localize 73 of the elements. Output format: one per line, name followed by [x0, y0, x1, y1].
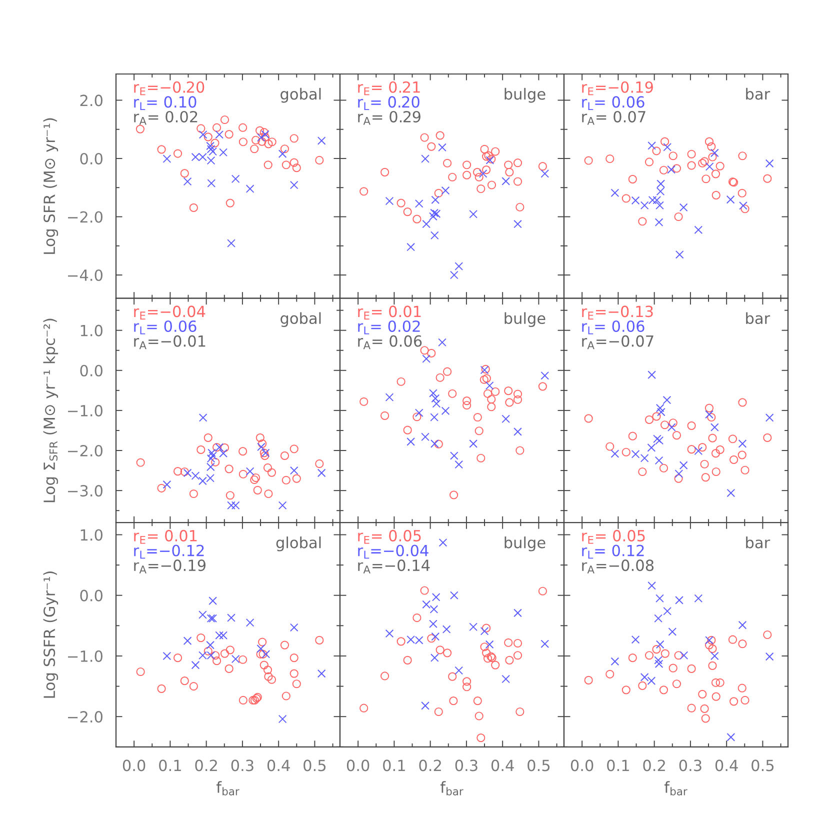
annotation: r$_{L}$= 0.20 — [358, 96, 420, 110]
y-tick-label: 0.0 — [80, 152, 102, 164]
annotation: r$_{L}$= 0.06 — [582, 96, 644, 110]
y-axis-title: Log SFR (M⊙ yr⁻¹) — [43, 118, 58, 254]
x-tick-label: 0.5 — [304, 760, 326, 772]
x-tick-label: 0.3 — [231, 760, 254, 772]
annotation: r$_{L}$=−0.04 — [358, 544, 428, 559]
annotation: r$_{L}$= 0.10 — [134, 96, 196, 110]
annotation: r$_{A}$=−0.19 — [134, 560, 206, 574]
annotation: r$_{E}$= 0.21 — [358, 81, 420, 96]
annotation: r$_{L}$=−0.12 — [134, 544, 204, 559]
y-tick-label: 0.0 — [80, 364, 102, 376]
annotation: r$_{A}$= 0.07 — [582, 110, 646, 125]
annotation: r$_{A}$=−0.08 — [582, 560, 654, 574]
x-tick-label: 0.2 — [643, 760, 665, 772]
y-tick-label: −2.0 — [68, 444, 102, 457]
annotation: r$_{A}$=−0.14 — [358, 560, 430, 574]
text: bar — [746, 536, 770, 548]
x-tick-label: 0.4 — [715, 760, 738, 772]
x-tick-label: 0.1 — [607, 760, 629, 772]
annotation: r$_{L}$= 0.12 — [582, 544, 644, 559]
y-tick-label: −2.0 — [68, 211, 102, 223]
x-axis-title: f$_{bar}$ — [664, 781, 688, 796]
y-tick-label: 2.0 — [80, 94, 102, 106]
x-axis-title: f$_{bar}$ — [440, 781, 464, 796]
annotation: r$_{L}$= 0.02 — [358, 320, 420, 334]
x-tick-label: 0.2 — [419, 760, 441, 772]
annotation: r$_{A}$= 0.02 — [134, 110, 198, 125]
x-tick-label: 0.4 — [491, 760, 514, 772]
annotation: r$_{E}$=−0.20 — [134, 81, 204, 96]
y-axis-title: Log Σ$_{SFR}$ (M⊙ yr⁻¹ kpc⁻²) — [43, 318, 58, 502]
x-tick-label: 0.4 — [267, 760, 290, 772]
annotation: r$_{E}$= 0.05 — [358, 530, 421, 544]
y-tick-label: −1.0 — [68, 404, 102, 416]
annotation: r$_{A}$= 0.06 — [358, 335, 422, 350]
annotation: r$_{E}$= 0.01 — [134, 530, 197, 544]
x-tick-label: 0.5 — [528, 760, 550, 772]
x-axis-title: f$_{bar}$ — [216, 781, 240, 796]
y-axis-title: Log SSFR (Gyr⁻¹) — [43, 572, 58, 698]
text: gobal — [280, 312, 321, 327]
annotation: r$_{E}$= 0.01 — [358, 306, 421, 320]
annotation: r$_{A}$=−0.07 — [582, 335, 654, 350]
x-tick-label: 0.3 — [455, 760, 478, 772]
annotation: r$_{E}$=−0.13 — [582, 306, 653, 320]
text: global — [276, 536, 321, 552]
y-tick-label: 0.0 — [80, 590, 102, 602]
y-tick-label: −2.0 — [68, 711, 102, 723]
annotation: r$_{A}$=−0.01 — [134, 335, 206, 350]
annotation: r$_{E}$=−0.19 — [582, 81, 653, 96]
annotation: r$_{A}$= 0.29 — [358, 110, 420, 125]
x-tick-label: 0.5 — [752, 760, 774, 772]
x-tick-label: 0.2 — [195, 760, 217, 772]
y-tick-label: −3.0 — [68, 485, 102, 497]
annotation: r$_{E}$=−0.04 — [134, 306, 206, 320]
annotation: r$_{L}$= 0.06 — [582, 320, 644, 334]
x-tick-label: 0.0 — [570, 760, 594, 772]
annotation: r$_{E}$= 0.05 — [582, 530, 645, 544]
x-tick-label: 0.1 — [159, 760, 181, 772]
x-tick-label: 0.1 — [383, 760, 405, 772]
text: bar — [746, 88, 770, 100]
y-tick-label: −4.0 — [68, 269, 102, 282]
x-tick-label: 0.0 — [346, 760, 370, 772]
y-tick-label: 1.0 — [80, 324, 102, 336]
text: bulge — [504, 312, 546, 327]
x-tick-label: 0.0 — [122, 760, 146, 772]
text: bulge — [504, 88, 546, 103]
y-tick-label: −1.0 — [68, 650, 102, 662]
y-tick-label: 1.0 — [80, 529, 102, 541]
text: gobal — [280, 88, 321, 103]
annotation: r$_{L}$= 0.06 — [134, 320, 196, 334]
text: bar — [746, 312, 770, 324]
text: bulge — [504, 536, 546, 552]
x-tick-label: 0.3 — [679, 760, 702, 772]
